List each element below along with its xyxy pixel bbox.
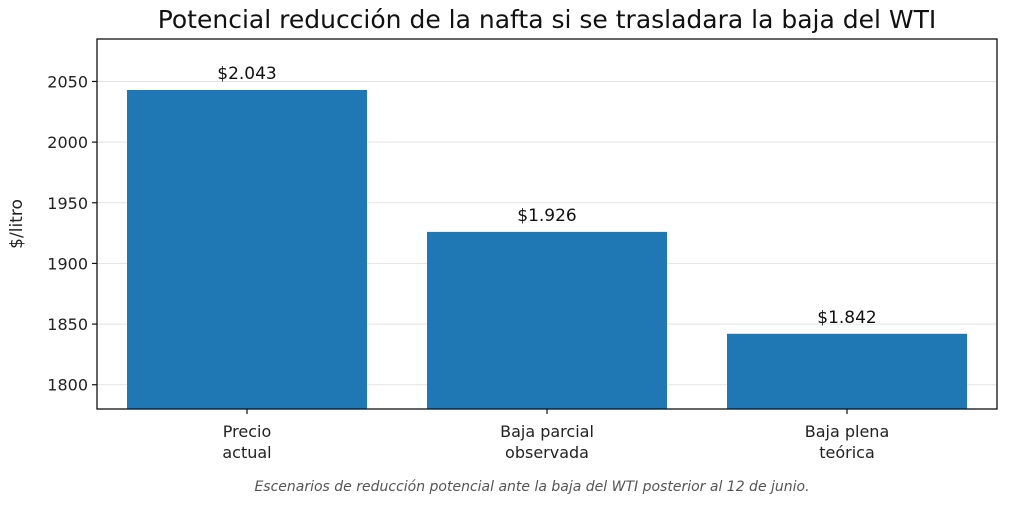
data-label: $2.043 bbox=[217, 64, 276, 84]
chart-caption: Escenarios de reducción potencial ante l… bbox=[254, 479, 810, 495]
x-axis: Precio actual Baja parcial observada Baja pl… bbox=[222, 409, 889, 462]
bars bbox=[127, 89, 967, 410]
x-tick-label: Baja plena bbox=[805, 422, 890, 441]
chart-title: Potencial reducción de la nafta si se tr… bbox=[158, 5, 937, 34]
data-label: $1.842 bbox=[817, 308, 876, 328]
bar-chart: Potencial reducción de la nafta si se tr… bbox=[7, 5, 998, 462]
y-tick-label: 2050 bbox=[47, 72, 88, 91]
bar bbox=[127, 89, 367, 410]
y-tick-label: 1950 bbox=[47, 194, 88, 213]
y-axis: 1800 1850 1900 1950 2000 2050 bbox=[47, 72, 97, 395]
data-labels: $2.043 $1.926 $1.842 bbox=[217, 64, 876, 328]
x-tick-label: Precio bbox=[223, 422, 271, 441]
bar bbox=[427, 231, 667, 409]
y-axis-label: $/litro bbox=[7, 199, 27, 249]
y-tick-label: 1900 bbox=[47, 254, 88, 273]
y-tick-label: 1800 bbox=[47, 376, 88, 395]
y-tick-label: 2000 bbox=[47, 133, 88, 152]
bar bbox=[727, 333, 967, 409]
x-tick-label: observada bbox=[505, 443, 589, 462]
x-tick-label: actual bbox=[222, 443, 271, 462]
x-tick-label: teórica bbox=[819, 443, 875, 462]
x-tick-label: Baja parcial bbox=[500, 422, 594, 441]
y-tick-label: 1850 bbox=[47, 315, 88, 334]
data-label: $1.926 bbox=[517, 206, 576, 226]
